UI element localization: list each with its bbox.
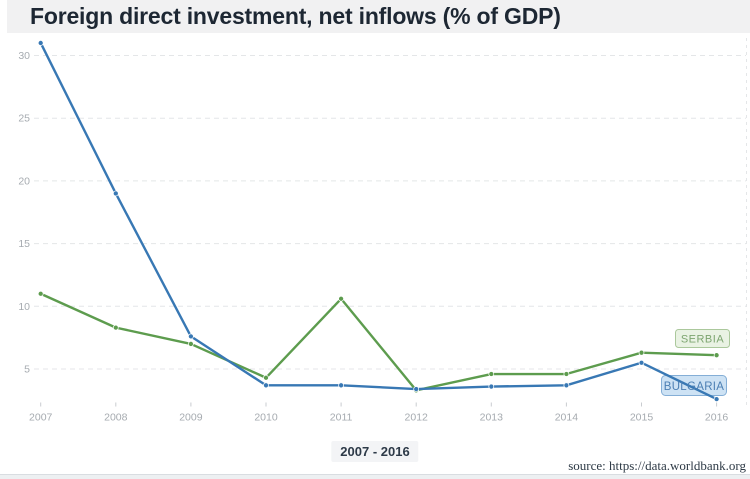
x-axis-label: 2013 [480,412,504,424]
serbia-point [263,374,269,381]
legend-bulgaria-label: BULGARIA [664,381,725,393]
serbia-point [112,324,119,331]
x-range-label: 2007 - 2016 [331,441,419,462]
fdi-line-chart: 5 10 15 20 25 30 2007 2008 2009 2010 2011 2012 2013 2… [18,38,747,424]
x-axis-label: 2009 [179,412,203,424]
serbia-point [638,349,645,356]
x-axis-label: 2010 [254,412,278,424]
bottom-divider [0,474,750,479]
bulgaria-point [563,382,570,389]
page-title: Foreign direct investment, net inflows (… [30,3,561,29]
x-axis-label: 2008 [104,412,128,424]
bulgaria-point [112,190,119,197]
x-axis-label: 2011 [330,412,353,424]
x-axis-label: 2012 [405,412,429,424]
serbia-point [713,352,720,359]
bulgaria-point [488,383,495,390]
serbia-line [40,292,717,392]
legend-serbia-box [675,329,730,348]
y-axis-label: 20 [18,175,30,187]
bulgaria-point [263,382,269,389]
y-axis-label: 5 [24,364,30,376]
bulgaria-point [713,396,720,402]
bulgaria-line [39,42,718,401]
serbia-point [563,371,570,377]
bulgaria-point [638,359,645,366]
bulgaria-point [37,40,44,46]
x-axis-label: 2015 [630,412,654,424]
x-axis-label: 2014 [555,412,579,424]
legend-serbia-label: SERBIA [681,334,725,346]
serbia-point [488,371,495,377]
source-attribution: source: https://data.worldbank.org [568,458,746,473]
bulgaria-point [338,382,344,389]
y-axis-label: 25 [18,113,30,125]
bulgaria-point [413,386,420,392]
bulgaria-point [188,333,194,340]
y-axis-label: 30 [18,50,30,62]
x-axis-label: 2007 [29,412,53,424]
serbia-point [338,295,344,302]
serbia-point [37,290,44,297]
y-axis-label: 15 [18,238,30,250]
chart-header: Foreign direct investment, net inflows (… [7,0,750,33]
y-axis-label: 10 [18,301,30,313]
x-axis-label: 2016 [705,412,729,424]
serbia-point [188,341,194,347]
